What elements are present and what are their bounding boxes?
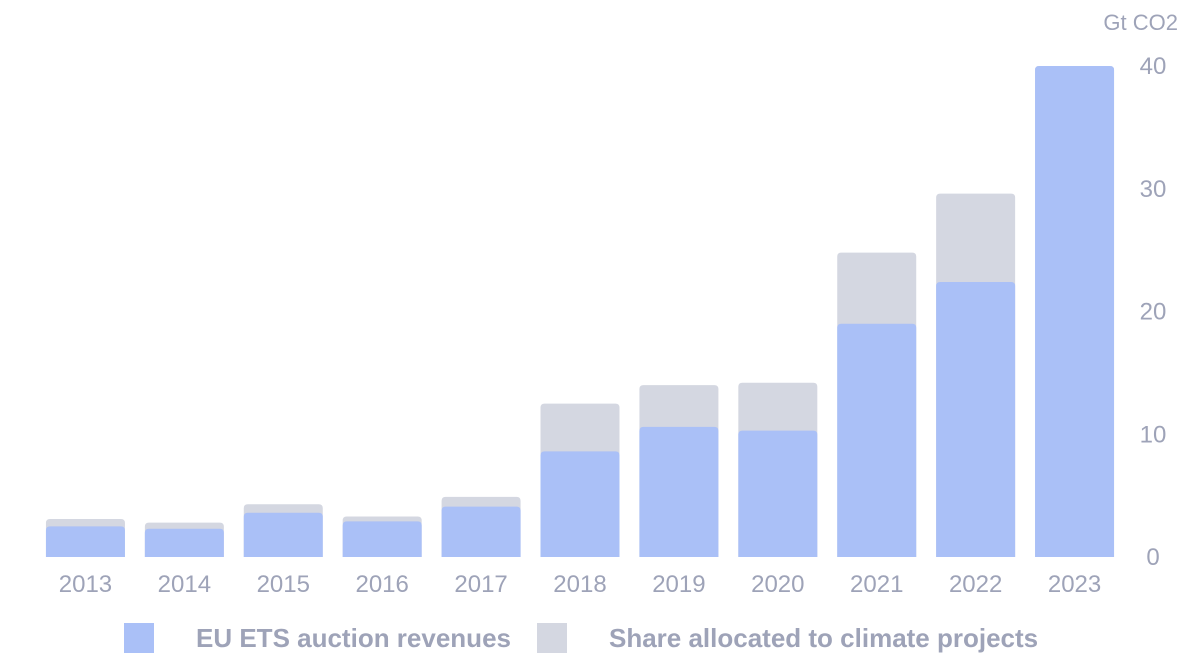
y-tick-label: 10 bbox=[1140, 421, 1167, 448]
x-tick-label: 2020 bbox=[751, 571, 804, 598]
bar-auction-revenues-2018 bbox=[540, 451, 620, 557]
legend-label-auction-revenues: EU ETS auction revenues bbox=[196, 622, 511, 653]
x-tick-label: 2017 bbox=[454, 571, 507, 598]
y-axis: Gt CO2 0 10 20 30 40 bbox=[1103, 10, 1178, 571]
bar-auction-revenues-2023 bbox=[1035, 66, 1115, 557]
x-tick-label: 2014 bbox=[158, 571, 211, 598]
y-axis-unit: Gt CO2 bbox=[1103, 10, 1178, 35]
bar-auction-revenues-2016 bbox=[342, 521, 422, 557]
bar-auction-revenues-2015 bbox=[243, 512, 323, 557]
x-tick-label: 2019 bbox=[652, 571, 705, 598]
bar-auction-revenues-2022 bbox=[936, 282, 1016, 557]
legend-label-climate-projects: Share allocated to climate projects bbox=[608, 622, 1039, 653]
bar-auction-revenues-2017 bbox=[441, 506, 521, 557]
x-tick-label: 2021 bbox=[850, 571, 903, 598]
x-tick-label: 2016 bbox=[355, 571, 408, 598]
bars-layer bbox=[45, 66, 1115, 557]
legend-swatch-climate-projects bbox=[536, 623, 567, 653]
x-tick-label: 2013 bbox=[59, 571, 112, 598]
bar-auction-revenues-2020 bbox=[738, 430, 818, 557]
x-tick-label: 2022 bbox=[949, 571, 1002, 598]
x-tick-label: 2015 bbox=[257, 571, 310, 598]
legend: EU ETS auction revenues Share allocated … bbox=[124, 620, 1064, 656]
bar-auction-revenues-2014 bbox=[144, 528, 224, 557]
x-tick-label: 2018 bbox=[553, 571, 606, 598]
legend-item-auction-revenues: EU ETS auction revenues bbox=[124, 623, 511, 654]
y-tick-label: 0 bbox=[1146, 544, 1159, 571]
y-tick-label: 20 bbox=[1140, 299, 1167, 326]
bar-auction-revenues-2013 bbox=[45, 526, 125, 557]
x-axis: 2013 2014 2015 2016 2017 2018 2019 2020 2021 2022… bbox=[59, 571, 1101, 598]
bar-auction-revenues-2021 bbox=[837, 323, 917, 557]
y-tick-label: 30 bbox=[1140, 176, 1167, 203]
legend-swatch-auction-revenues bbox=[124, 623, 154, 653]
legend-item-climate-projects: Share allocated to climate projects bbox=[536, 622, 1039, 654]
y-tick-label: 40 bbox=[1140, 53, 1167, 80]
bar-auction-revenues-2019 bbox=[639, 426, 719, 557]
x-tick-label: 2023 bbox=[1048, 571, 1101, 598]
